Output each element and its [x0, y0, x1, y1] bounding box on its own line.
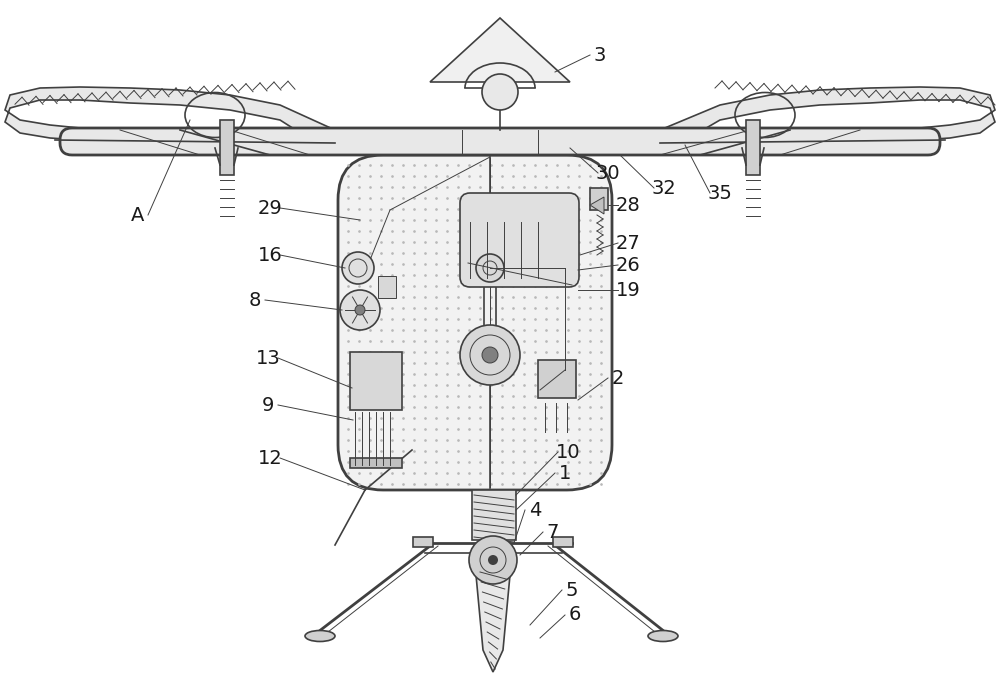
Ellipse shape: [305, 630, 335, 641]
Bar: [350, 352, 402, 410]
Text: 7: 7: [547, 522, 559, 542]
Bar: [220, 120, 234, 175]
Text: 9: 9: [262, 395, 274, 415]
Polygon shape: [430, 18, 570, 82]
Text: 35: 35: [708, 183, 732, 203]
Bar: [378, 276, 396, 298]
Bar: [413, 537, 433, 547]
Circle shape: [342, 252, 374, 284]
Text: 8: 8: [249, 291, 261, 309]
Text: 26: 26: [616, 256, 640, 274]
Bar: [350, 458, 402, 468]
Text: 16: 16: [258, 245, 282, 265]
Text: 13: 13: [256, 349, 280, 367]
Polygon shape: [590, 197, 604, 214]
Circle shape: [476, 254, 504, 282]
Ellipse shape: [648, 630, 678, 641]
Text: 2: 2: [612, 369, 624, 387]
FancyBboxPatch shape: [460, 193, 579, 287]
Circle shape: [340, 290, 380, 330]
Circle shape: [469, 536, 517, 584]
FancyBboxPatch shape: [338, 155, 612, 490]
Text: 32: 32: [652, 178, 676, 198]
Circle shape: [488, 555, 498, 565]
Circle shape: [460, 325, 520, 385]
Text: A: A: [131, 205, 145, 225]
Bar: [590, 188, 608, 210]
Text: 4: 4: [529, 500, 541, 520]
Text: 5: 5: [566, 581, 578, 599]
Polygon shape: [660, 87, 995, 155]
Text: 29: 29: [258, 198, 282, 218]
Polygon shape: [5, 87, 335, 155]
Text: 30: 30: [596, 163, 620, 183]
Text: 3: 3: [594, 45, 606, 65]
FancyBboxPatch shape: [60, 128, 940, 155]
Bar: [746, 120, 760, 175]
Text: 6: 6: [569, 606, 581, 624]
Text: 1: 1: [559, 464, 571, 482]
Text: 27: 27: [616, 234, 640, 252]
Bar: [472, 490, 516, 540]
Text: 10: 10: [556, 442, 580, 462]
Polygon shape: [474, 567, 513, 672]
Circle shape: [482, 74, 518, 110]
Bar: [538, 360, 576, 398]
Circle shape: [482, 347, 498, 363]
Bar: [553, 537, 573, 547]
Text: 28: 28: [616, 196, 640, 214]
Text: 12: 12: [258, 449, 282, 468]
Text: 19: 19: [616, 280, 640, 300]
Circle shape: [355, 305, 365, 315]
